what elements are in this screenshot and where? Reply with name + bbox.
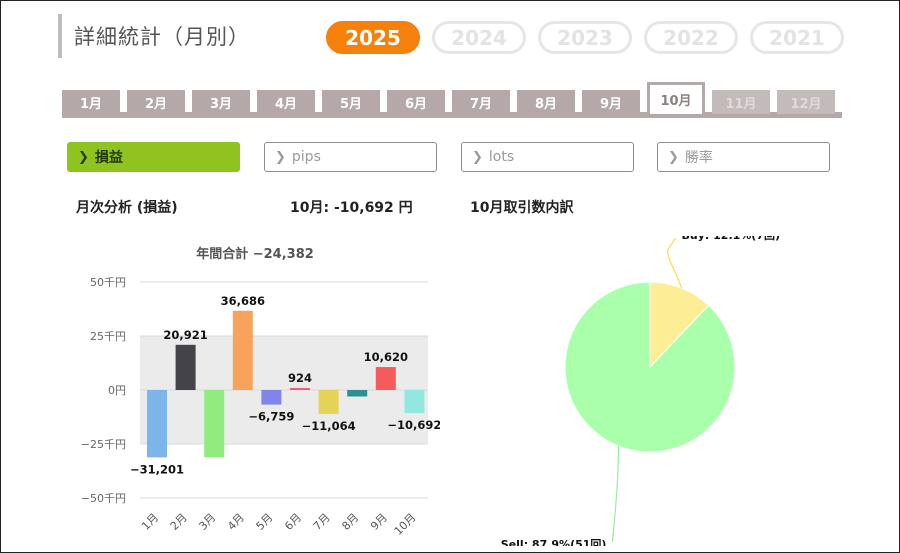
metric-label: 損益 (94, 150, 123, 166)
metric-button-lots[interactable]: ❯ lots (461, 142, 634, 172)
data-label: 20,921 (163, 328, 207, 342)
data-label: −6,759 (248, 410, 294, 424)
tab-month-4[interactable]: 4月 (257, 90, 315, 114)
data-label: −11,064 (302, 419, 356, 433)
tab-month-7[interactable]: 7月 (452, 90, 510, 114)
bar-2月[interactable] (175, 344, 196, 390)
pie-connector (611, 445, 620, 542)
x-tick-label: 2月 (168, 511, 190, 533)
bar-5月[interactable] (261, 390, 282, 405)
tab-month-2[interactable]: 2月 (127, 90, 185, 114)
page-title: 詳細統計（月別） (58, 14, 250, 58)
data-label: 36,686 (221, 294, 265, 308)
pie-connector (666, 237, 683, 289)
metric-label: 勝率 (684, 150, 713, 166)
tab-month-5[interactable]: 5月 (322, 90, 380, 114)
x-tick-label: 1月 (139, 511, 161, 533)
metric-button-pips[interactable]: ❯ pips (264, 142, 437, 172)
year-button-2023[interactable]: 2023 (538, 21, 632, 54)
year-button-2021[interactable]: 2021 (750, 21, 844, 54)
x-tick-label: 4月 (225, 511, 247, 533)
tab-month-9[interactable]: 9月 (582, 90, 640, 114)
x-tick-label: 10月 (392, 511, 419, 538)
metric-label: lots (488, 149, 515, 165)
x-tick-label: 3月 (196, 511, 218, 533)
year-button-2024[interactable]: 2024 (432, 21, 526, 54)
metric-label: pips (291, 149, 321, 165)
chevron-right-icon: ❯ (472, 149, 483, 165)
tab-month-6[interactable]: 6月 (387, 90, 445, 114)
data-label: −10,692 (387, 418, 440, 432)
tab-month-1[interactable]: 1月 (62, 90, 120, 114)
tab-month-11[interactable]: 11月 (712, 90, 770, 114)
bar-7月[interactable] (318, 390, 339, 414)
tab-month-8[interactable]: 8月 (517, 90, 575, 114)
y-tick-label: 50千円 (90, 276, 126, 289)
tab-month-10[interactable]: 10月 (647, 82, 705, 114)
pie-slice-sell[interactable] (564, 281, 736, 453)
y-tick-label: −50千円 (81, 492, 126, 505)
year-selector: 2025 2024 2023 2022 2021 (326, 21, 844, 54)
monthly-analysis-heading: 月次分析 (損益) (76, 200, 178, 216)
tab-month-12[interactable]: 12月 (777, 90, 835, 114)
bar-8月[interactable] (347, 390, 368, 397)
month-tabs-baseline (62, 112, 842, 118)
month-tabs: 1月 2月 3月 4月 5月 6月 7月 8月 9月 10月 11月 12月 (62, 82, 842, 118)
monthly-profit-bar-chart: 年間合計 −24,382 −31,201 20,921 36,686 −6,759 92… (81, 246, 440, 538)
month-result-text: 10月: -10,692 円 (290, 200, 413, 216)
bar-9月[interactable] (375, 367, 396, 390)
chevron-right-icon: ❯ (668, 149, 679, 165)
data-label: −31,201 (130, 462, 184, 476)
pie-label-buy: Buy: 12.1%(7回) (682, 236, 780, 242)
x-tick-label: 6月 (282, 511, 304, 533)
x-tick-label: 5月 (254, 511, 276, 533)
data-label: 10,620 (364, 350, 408, 364)
x-tick-label: 9月 (368, 511, 390, 533)
tab-month-3[interactable]: 3月 (192, 90, 250, 114)
trade-breakdown-pie-chart: Buy: 12.1%(7回) Sell: 87.9%(51回) (501, 236, 780, 546)
pie-label-sell: Sell: 87.9%(51回) (501, 537, 607, 546)
metric-button-win-rate[interactable]: ❯ 勝率 (657, 142, 830, 172)
bar-4月[interactable] (232, 310, 253, 390)
year-button-2022[interactable]: 2022 (644, 21, 738, 54)
chart-title: 年間合計 −24,382 (196, 246, 314, 262)
metric-button-profit[interactable]: ❯ 損益 (67, 142, 240, 172)
chevron-right-icon: ❯ (275, 149, 286, 165)
bar-3月[interactable] (204, 390, 225, 458)
trade-breakdown-heading: 10月取引数内訳 (470, 200, 574, 216)
y-tick-label: 0円 (108, 384, 126, 397)
bar-1月[interactable] (147, 390, 167, 458)
data-label: 924 (288, 371, 312, 385)
y-tick-label: 25千円 (90, 330, 126, 343)
year-button-2025[interactable]: 2025 (326, 21, 420, 54)
x-tick-label: 8月 (339, 511, 361, 533)
pie-slice-buy[interactable] (649, 281, 710, 369)
y-tick-label: −25千円 (81, 438, 126, 451)
chevron-right-icon: ❯ (78, 149, 89, 165)
x-tick-label: 7月 (311, 511, 333, 533)
page-title-text: 詳細統計（月別） (74, 25, 250, 49)
bar-10月[interactable] (404, 390, 425, 414)
bar-6月[interactable] (290, 388, 310, 390)
